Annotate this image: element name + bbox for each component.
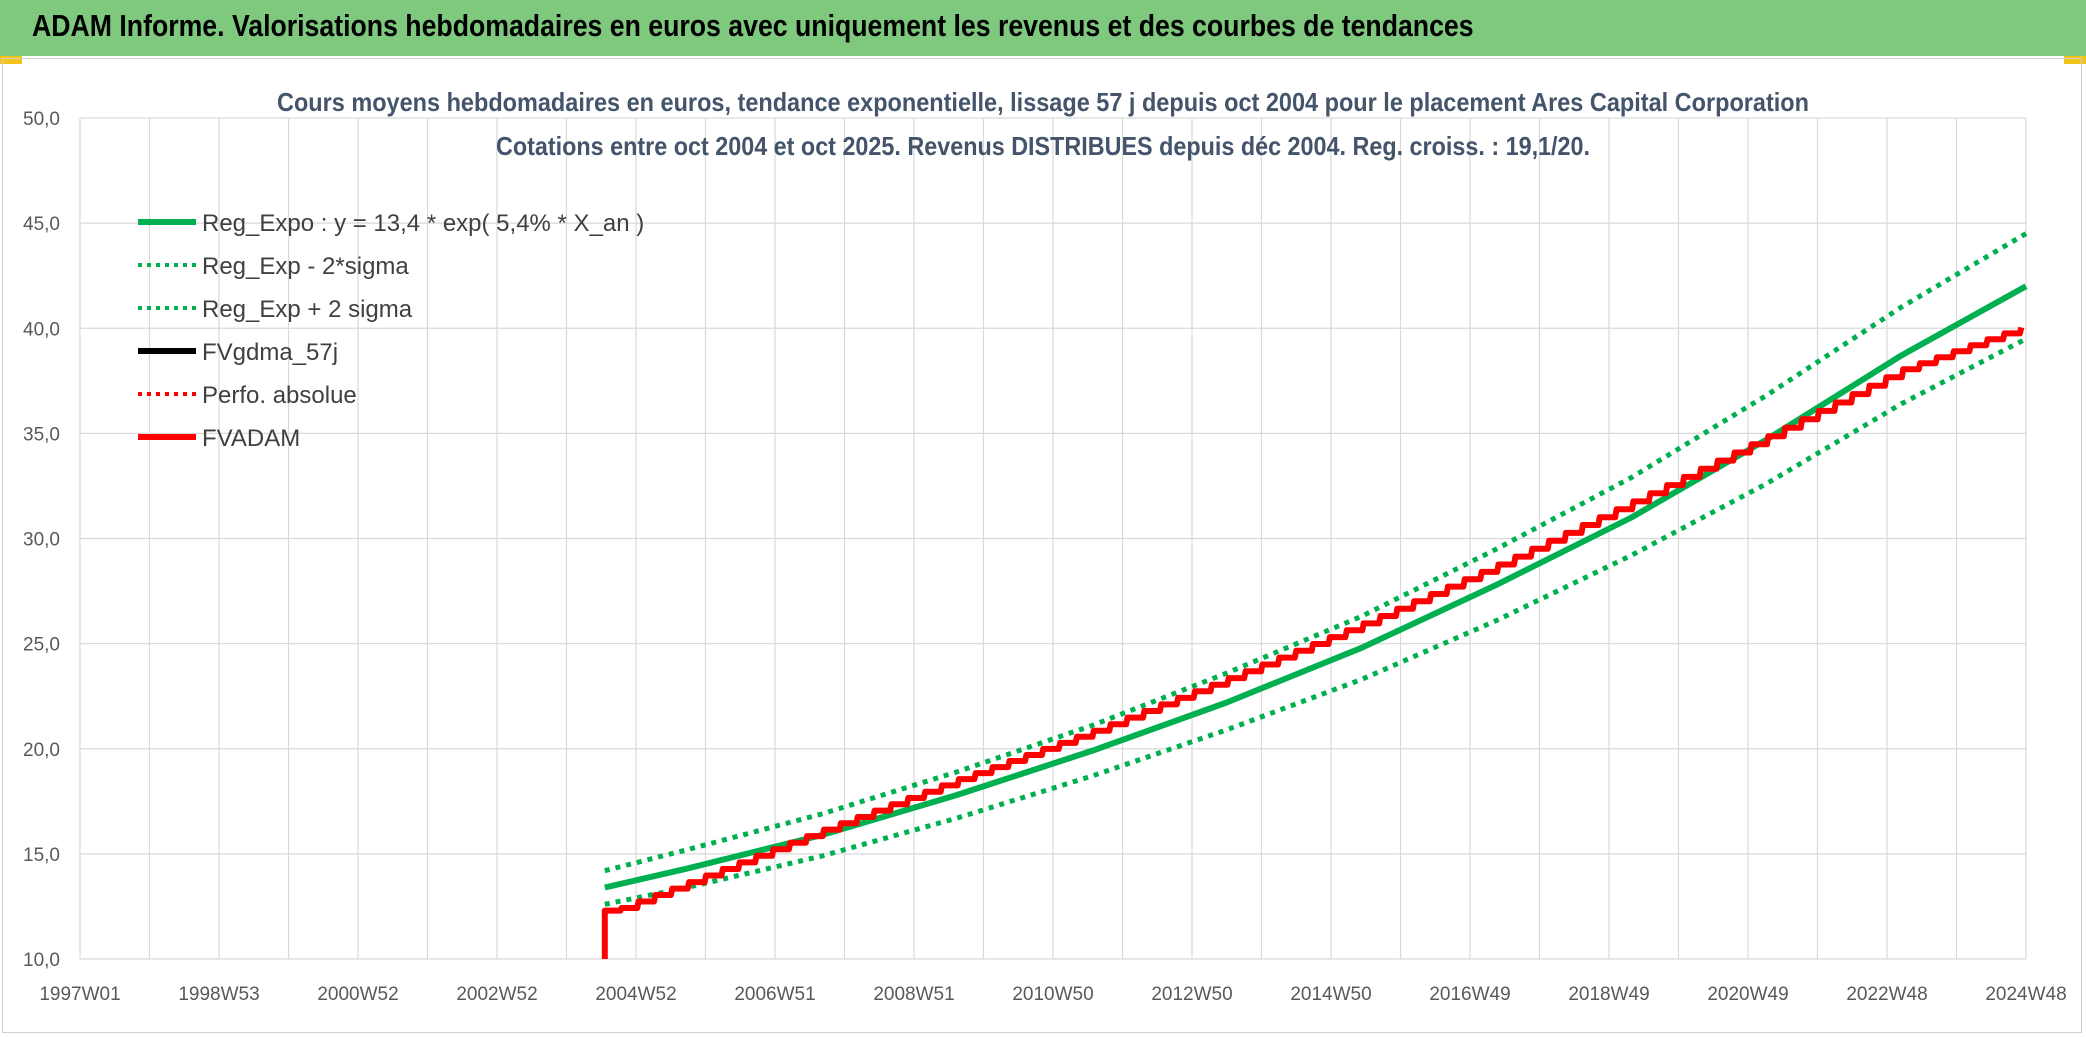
y-tick-label: 10,0: [23, 950, 60, 971]
header-banner: ADAM Informe. Valorisations hebdomadaire…: [0, 0, 2086, 56]
x-tick-label: 2010W50: [1012, 984, 1093, 1005]
x-tick-label: 2024W48: [1985, 984, 2066, 1005]
series-line: [601, 326, 2025, 959]
chart-frame: [2, 58, 2082, 1033]
corner-marker-right: [2064, 56, 2086, 64]
legend-label: FVgdma_57j: [202, 339, 338, 366]
x-tick-label: 2016W49: [1429, 984, 1510, 1005]
chart-series: [601, 231, 2028, 959]
series-line: [604, 231, 2028, 874]
x-tick-label: 2008W51: [873, 984, 954, 1005]
x-tick-label: 2002W52: [456, 984, 537, 1005]
y-tick-label: 50,0: [23, 109, 60, 130]
y-tick-label: 45,0: [23, 214, 60, 235]
x-tick-label: 2004W52: [595, 984, 676, 1005]
y-tick-label: 15,0: [23, 845, 60, 866]
x-tick-label: 1997W01: [39, 984, 120, 1005]
legend-label: Reg_Exp + 2 sigma: [202, 296, 413, 323]
x-tick-label: 2014W50: [1290, 984, 1371, 1005]
legend-label: Reg_Expo : y = 13,4 * exp( 5,4% * X_an ): [202, 210, 644, 237]
x-tick-label: 2006W51: [734, 984, 815, 1005]
x-tick-label: 2012W50: [1151, 984, 1232, 1005]
legend-label: Perfo. absolue: [202, 382, 357, 409]
chart-grid: [79, 117, 2027, 960]
chart-title: Cours moyens hebdomadaires en euros, ten…: [277, 87, 1809, 117]
chart-subtitle: Cotations entre oct 2004 et oct 2025. Re…: [496, 131, 1590, 161]
series-line: [604, 336, 2028, 907]
x-tick-label: 2020W49: [1707, 984, 1788, 1005]
y-tick-label: 35,0: [23, 424, 60, 445]
corner-marker-left: [0, 56, 22, 64]
x-tick-label: 2022W48: [1846, 984, 1927, 1005]
x-tick-label: 2018W49: [1568, 984, 1649, 1005]
chart-legend: Reg_Expo : y = 13,4 * exp( 5,4% * X_an )…: [138, 210, 644, 452]
y-axis-labels: 10,0 15,0 20,0 25,0 30,0 35,0 40,0 45,0 50,0: [23, 109, 60, 971]
y-tick-label: 40,0: [23, 319, 60, 340]
x-axis-labels: 1997W01 1998W53 2000W52 2002W52 2004W52 2006W…: [39, 984, 2066, 1005]
y-tick-label: 25,0: [23, 635, 60, 656]
y-tick-label: 20,0: [23, 740, 60, 761]
y-tick-label: 30,0: [23, 530, 60, 551]
x-tick-label: 2000W52: [317, 984, 398, 1005]
legend-label: Reg_Exp - 2*sigma: [202, 253, 409, 280]
header-title: ADAM Informe. Valorisations hebdomadaire…: [32, 8, 1474, 43]
x-tick-label: 1998W53: [178, 984, 259, 1005]
series-line: [604, 283, 2028, 891]
legend-label: FVADAM: [202, 425, 300, 452]
